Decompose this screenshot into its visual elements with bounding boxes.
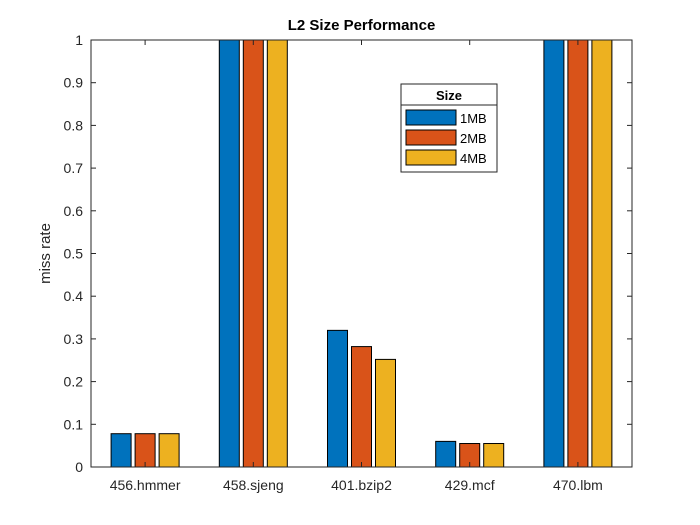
bars-group — [110, 39, 613, 468]
legend-title: Size — [436, 88, 462, 103]
y-tick-label-0.9: 0.9 — [64, 75, 84, 91]
y-tick-label-0.8: 0.8 — [64, 117, 84, 133]
y-tick-label-0.3: 0.3 — [64, 331, 84, 347]
legend-label-1MB: 1MB — [460, 111, 487, 126]
bar-458.sjeng-1MB — [218, 39, 240, 468]
axes-group: 0 0.1 0.2 0.3 0.4 0.5 0.6 0.7 0.8 0.9 1 456.hmmer 45… — [64, 32, 633, 493]
x-tick-label-470.lbm: 470.lbm — [553, 477, 603, 493]
bar-456.hmmer-1MB — [110, 433, 132, 468]
y-tick-label-0: 0 — [75, 459, 83, 475]
x-tick-label-429.mcf: 429.mcf — [445, 477, 495, 493]
bar-456.hmmer-4MB — [158, 433, 180, 468]
bar-470.lbm-2MB — [567, 39, 589, 468]
x-tick-label-456.hmmer: 456.hmmer — [110, 477, 181, 493]
y-tick-label-1: 1 — [75, 32, 83, 48]
bar-401.bzip2-1MB — [327, 329, 348, 468]
x-tick-label-458.sjeng: 458.sjeng — [223, 477, 284, 493]
legend-label-4MB: 4MB — [460, 151, 487, 166]
bar-458.sjeng-4MB — [266, 39, 288, 468]
x-tick-label-401.bzip2: 401.bzip2 — [331, 477, 392, 493]
y-tick-label-0.5: 0.5 — [64, 246, 84, 262]
legend-swatch-4MB — [405, 149, 457, 166]
y-axis-label: miss rate — [37, 223, 54, 284]
y-tick-label-0.4: 0.4 — [64, 288, 84, 304]
bar-458.sjeng-2MB — [242, 39, 264, 468]
bar-470.lbm-1MB — [543, 39, 565, 468]
legend-swatch-1MB — [405, 109, 457, 126]
y-tick-label-0.7: 0.7 — [64, 160, 84, 176]
bar-401.bzip2-4MB — [375, 358, 396, 468]
legend: Size 1MB 2MB 4MB — [400, 83, 498, 173]
legend-label-2MB: 2MB — [460, 131, 487, 146]
bar-429.mcf-4MB — [483, 443, 505, 468]
chart-title: L2 Size Performance — [288, 17, 436, 34]
bar-401.bzip2-2MB — [351, 346, 372, 468]
y-tick-label-0.2: 0.2 — [64, 374, 84, 390]
bar-429.mcf-1MB — [435, 440, 457, 468]
y-tick-label-0.1: 0.1 — [64, 416, 84, 432]
legend-swatch-2MB — [405, 129, 457, 146]
y-tick-label-0.6: 0.6 — [64, 203, 84, 219]
bar-470.lbm-4MB — [591, 39, 613, 468]
